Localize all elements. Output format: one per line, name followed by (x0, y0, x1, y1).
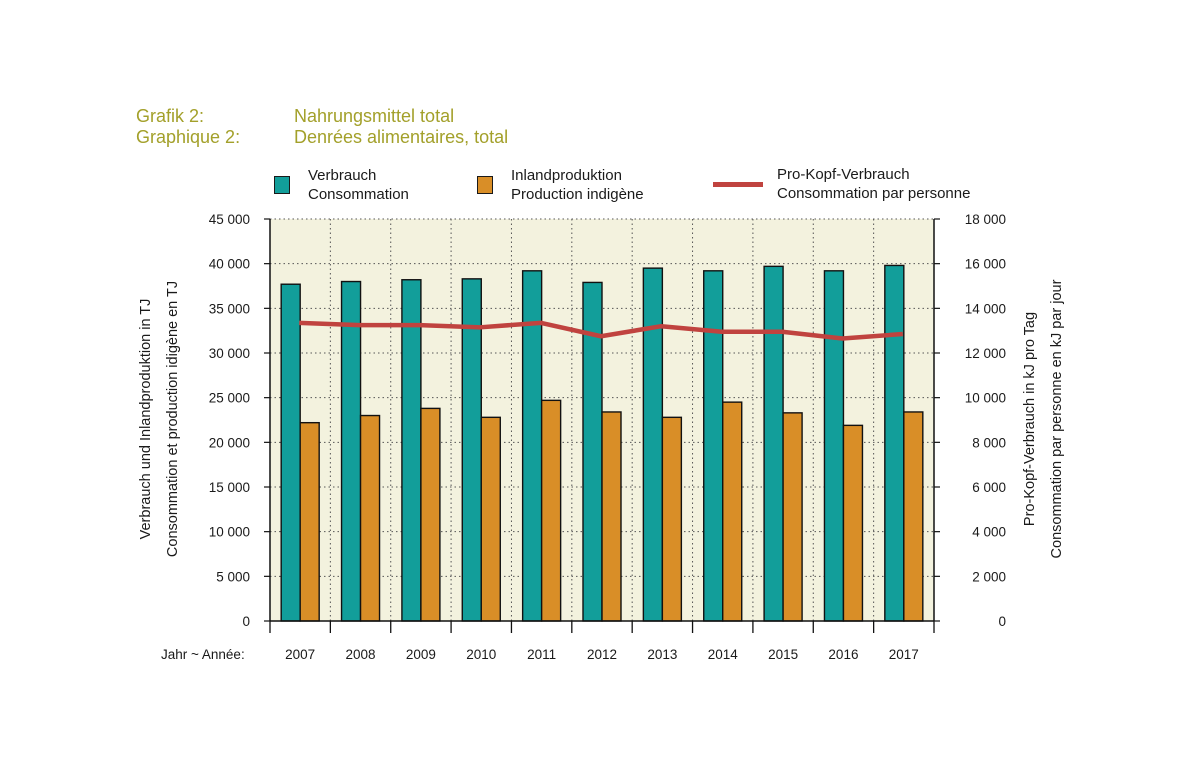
x-tick-label-2009: 2009 (406, 647, 436, 662)
left-tick-label: 25 000 (209, 391, 250, 406)
legend-per-capita-label-de: Pro-Kopf-Verbrauch (777, 166, 910, 183)
left-tick-label: 40 000 (209, 257, 250, 272)
legend-production: Inlandproduktion Production indigène (477, 166, 644, 204)
left-tick-label: 10 000 (209, 525, 250, 540)
bar-consumption-2015 (763, 265, 784, 622)
bar-consumption-2014 (703, 270, 724, 622)
x-tick-label-2011: 2011 (527, 647, 556, 662)
right-tick-label: 12 000 (965, 346, 1006, 361)
tick-labels-group: 0 5 000 10 000 15 000 20 000 25 000 30 000 35 0… (209, 212, 1006, 662)
left-tick-label: 5 000 (216, 569, 250, 584)
x-tick-label-2017: 2017 (889, 647, 919, 662)
bars-group (280, 264, 924, 622)
right-tick-label: 8 000 (972, 435, 1006, 450)
x-tick-label-2014: 2014 (708, 647, 739, 662)
right-tick-label: 18 000 (965, 212, 1006, 227)
left-axis-title-de: Verbrauch und Inlandproduktion in TJ (138, 299, 154, 540)
bar-production-2007 (299, 421, 320, 622)
title-key-de: Grafik 2: (136, 106, 205, 126)
left-tick-label: 45 000 (209, 212, 250, 227)
right-tick-label: 10 000 (965, 391, 1006, 406)
bar-production-2011 (540, 399, 562, 622)
x-tick-label-2013: 2013 (647, 647, 677, 662)
legend-consumption-label-fr: Consommation (308, 186, 409, 203)
legend-production-label-fr: Production indigène (511, 186, 644, 203)
left-axis-title-fr: Consommation et production idigène en TJ (165, 281, 181, 557)
bar-consumption-2008 (340, 280, 362, 622)
left-tick-label: 35 000 (209, 301, 250, 316)
x-tick-label-2010: 2010 (466, 647, 496, 662)
right-tick-label: 0 (998, 614, 1006, 629)
right-tick-label: 14 000 (965, 301, 1006, 316)
bar-production-2010 (480, 416, 501, 622)
bar-production-2016 (842, 424, 864, 622)
right-tick-label: 6 000 (972, 480, 1006, 495)
bar-consumption-2010 (461, 278, 482, 622)
bar-consumption-2013 (642, 267, 664, 622)
chart-title-block: Grafik 2: Nahrungsmittel total Graphique… (136, 106, 508, 148)
bar-consumption-2016 (823, 270, 845, 622)
left-tick-label: 0 (242, 614, 250, 629)
axes-group (264, 218, 940, 633)
right-axis-title-de: Pro-Kopf-Verbrauch in kJ pro Tag (1022, 312, 1038, 526)
legend-production-label-de: Inlandproduktion (511, 167, 622, 184)
legend-consumption: Verbrauch Consommation (274, 166, 409, 204)
left-tick-label: 15 000 (209, 480, 250, 495)
title-text-de: Nahrungsmittel total (294, 106, 455, 126)
bar-production-2013 (661, 416, 683, 622)
right-axis-title-fr: Consommation par personne en kJ par jour (1049, 279, 1065, 558)
bar-production-2015 (782, 412, 803, 622)
legend-consumption-label-de: Verbrauch (308, 167, 377, 184)
x-tick-label-2007: 2007 (285, 647, 315, 662)
title-text-fr: Denrées alimentaires, total (294, 127, 509, 147)
legend-per-capita-label-fr: Consommation par personne (777, 185, 971, 202)
legend-production-swatch (477, 176, 493, 194)
bar-production-2017 (903, 411, 924, 622)
bar-consumption-2007 (280, 283, 301, 622)
bar-production-2009 (420, 407, 441, 622)
bar-consumption-2017 (884, 264, 905, 622)
bar-production-2012 (601, 411, 622, 622)
x-axis-title: Jahr ~ Année: (161, 647, 245, 662)
bar-production-2008 (359, 414, 381, 622)
x-tick-label-2008: 2008 (346, 647, 376, 662)
x-tick-label-2015: 2015 (768, 647, 798, 662)
left-tick-label: 30 000 (209, 346, 250, 361)
right-tick-label: 16 000 (965, 257, 1006, 272)
left-tick-label: 20 000 (209, 435, 250, 450)
title-key-fr: Graphique 2: (136, 127, 241, 147)
legend-per-capita-swatch (713, 181, 763, 187)
legend-per-capita: Pro-Kopf-Verbrauch Consommation par pers… (713, 165, 970, 203)
x-tick-label-2012: 2012 (587, 647, 617, 662)
x-tick-label-2016: 2016 (828, 647, 858, 662)
right-tick-label: 2 000 (972, 569, 1006, 584)
per-capita-line-group (299, 320, 903, 341)
bar-consumption-2009 (401, 279, 422, 622)
legend-consumption-swatch (274, 176, 290, 194)
right-tick-label: 4 000 (972, 525, 1006, 540)
bar-production-2014 (722, 401, 743, 622)
